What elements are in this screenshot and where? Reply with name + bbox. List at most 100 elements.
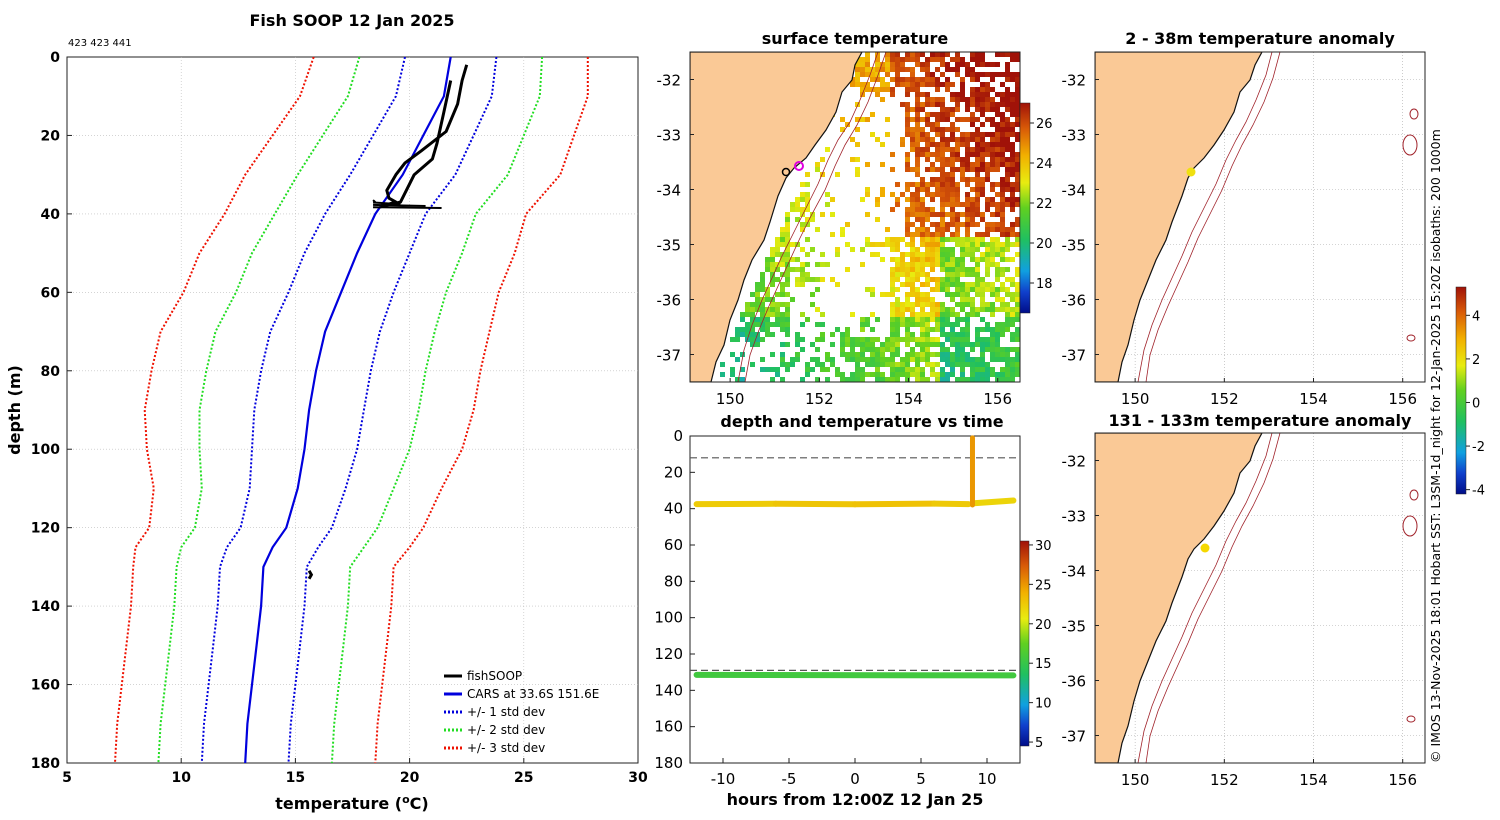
sst-pixel: [770, 302, 775, 307]
sst-pixel: [870, 357, 875, 362]
sst-pixel: [945, 137, 950, 142]
sst-pixel: [895, 67, 900, 72]
sst-pixel: [925, 357, 930, 362]
sst-pixel: [950, 137, 955, 142]
sst-pixel: [980, 92, 985, 97]
sst-pixel: [810, 342, 815, 347]
sst-pixel: [880, 192, 885, 197]
profile-ytick-label: 0: [50, 50, 60, 66]
sst-pixel: [960, 82, 965, 87]
sst-pixel: [960, 162, 965, 167]
sst-pixel: [895, 307, 900, 312]
sst-pixel: [1005, 367, 1010, 372]
sst-pixel: [990, 302, 995, 307]
sst-pixel: [930, 277, 935, 282]
sst-pixel: [940, 342, 945, 347]
sst-pixel: [930, 312, 935, 317]
sst-pixel: [920, 237, 925, 242]
sst-pixel: [905, 317, 910, 322]
sst-pixel: [950, 172, 955, 177]
anomaly-shallow-isobath-200: [1137, 52, 1273, 382]
sst-pixel: [915, 302, 920, 307]
sst-pixel: [860, 372, 865, 377]
sst-pixel: [775, 322, 780, 327]
sst-pixel: [940, 357, 945, 362]
sst-pixel: [830, 332, 835, 337]
sst-pixel: [820, 262, 825, 267]
sst-pixel: [880, 357, 885, 362]
sst-pixel: [840, 377, 845, 382]
sst-pixel: [800, 377, 805, 382]
depth-time-colorbar: [1019, 540, 1030, 747]
sst-pixel: [975, 287, 980, 292]
sst-pixel: [910, 182, 915, 187]
sst-pixel: [940, 347, 945, 352]
sst-pixel: [840, 332, 845, 337]
sst-pixel: [885, 82, 890, 87]
sst-map-ytick-label: -36: [657, 292, 682, 310]
sst-pixel: [925, 67, 930, 72]
sst-pixel: [865, 372, 870, 377]
sst-pixel: [905, 157, 910, 162]
sst-pixel: [820, 337, 825, 342]
sst-pixel: [855, 77, 860, 82]
sst-pixel: [1015, 297, 1020, 302]
depth-time-title: depth and temperature vs time: [720, 412, 1003, 431]
sst-pixel: [955, 167, 960, 172]
sst-pixel: [920, 322, 925, 327]
sst-pixel: [985, 72, 990, 77]
sst-pixel: [895, 277, 900, 282]
sst-pixel: [875, 217, 880, 222]
sst-pixel: [930, 287, 935, 292]
sst-pixel: [945, 362, 950, 367]
sst-pixel: [920, 367, 925, 372]
sst-pixel: [1015, 57, 1020, 62]
sst-pixel: [890, 77, 895, 82]
sst-pixel: [935, 362, 940, 367]
sst-pixel: [940, 157, 945, 162]
sst-pixel: [780, 287, 785, 292]
sst-pixel: [860, 352, 865, 357]
profile-xtick-label: 15: [286, 770, 305, 786]
sst-pixel: [915, 212, 920, 217]
sst-pixel: [985, 197, 990, 202]
sst-pixel: [975, 197, 980, 202]
sst-pixel: [905, 67, 910, 72]
sst-pixel: [895, 262, 900, 267]
sst-pixel: [805, 207, 810, 212]
sst-pixel: [880, 372, 885, 377]
sst-pixel: [865, 237, 870, 242]
sst-pixel: [910, 137, 915, 142]
sst-pixel: [755, 342, 760, 347]
sst-pixel: [915, 112, 920, 117]
sst-pixel: [1000, 97, 1005, 102]
sst-pixel: [965, 332, 970, 337]
sst-pixel: [785, 217, 790, 222]
sst-pixel: [900, 77, 905, 82]
sst-pixel: [870, 112, 875, 117]
sst-pixel: [860, 327, 865, 332]
sst-pixel: [960, 282, 965, 287]
sst-pixel: [915, 197, 920, 202]
sst-pixel: [920, 377, 925, 382]
sst-pixel: [955, 227, 960, 232]
sst-pixel: [805, 172, 810, 177]
sst-pixel: [950, 152, 955, 157]
sst-pixel: [885, 72, 890, 77]
sst-pixel: [950, 187, 955, 192]
sst-pixel: [900, 67, 905, 72]
sst-pixel: [950, 327, 955, 332]
sst-pixel: [895, 247, 900, 252]
sst-pixel: [1015, 107, 1020, 112]
sst-pixel: [875, 252, 880, 257]
sst-pixel: [940, 287, 945, 292]
sst-pixel: [945, 112, 950, 117]
sst-pixel: [795, 197, 800, 202]
sst-pixel: [760, 277, 765, 282]
sst-pixel: [940, 312, 945, 317]
sst-pixel: [925, 347, 930, 352]
sst-pixel: [955, 127, 960, 132]
sst-pixel: [910, 87, 915, 92]
depth-time-colorbar-tick-label: 15: [1035, 657, 1052, 672]
sst-pixel: [940, 182, 945, 187]
